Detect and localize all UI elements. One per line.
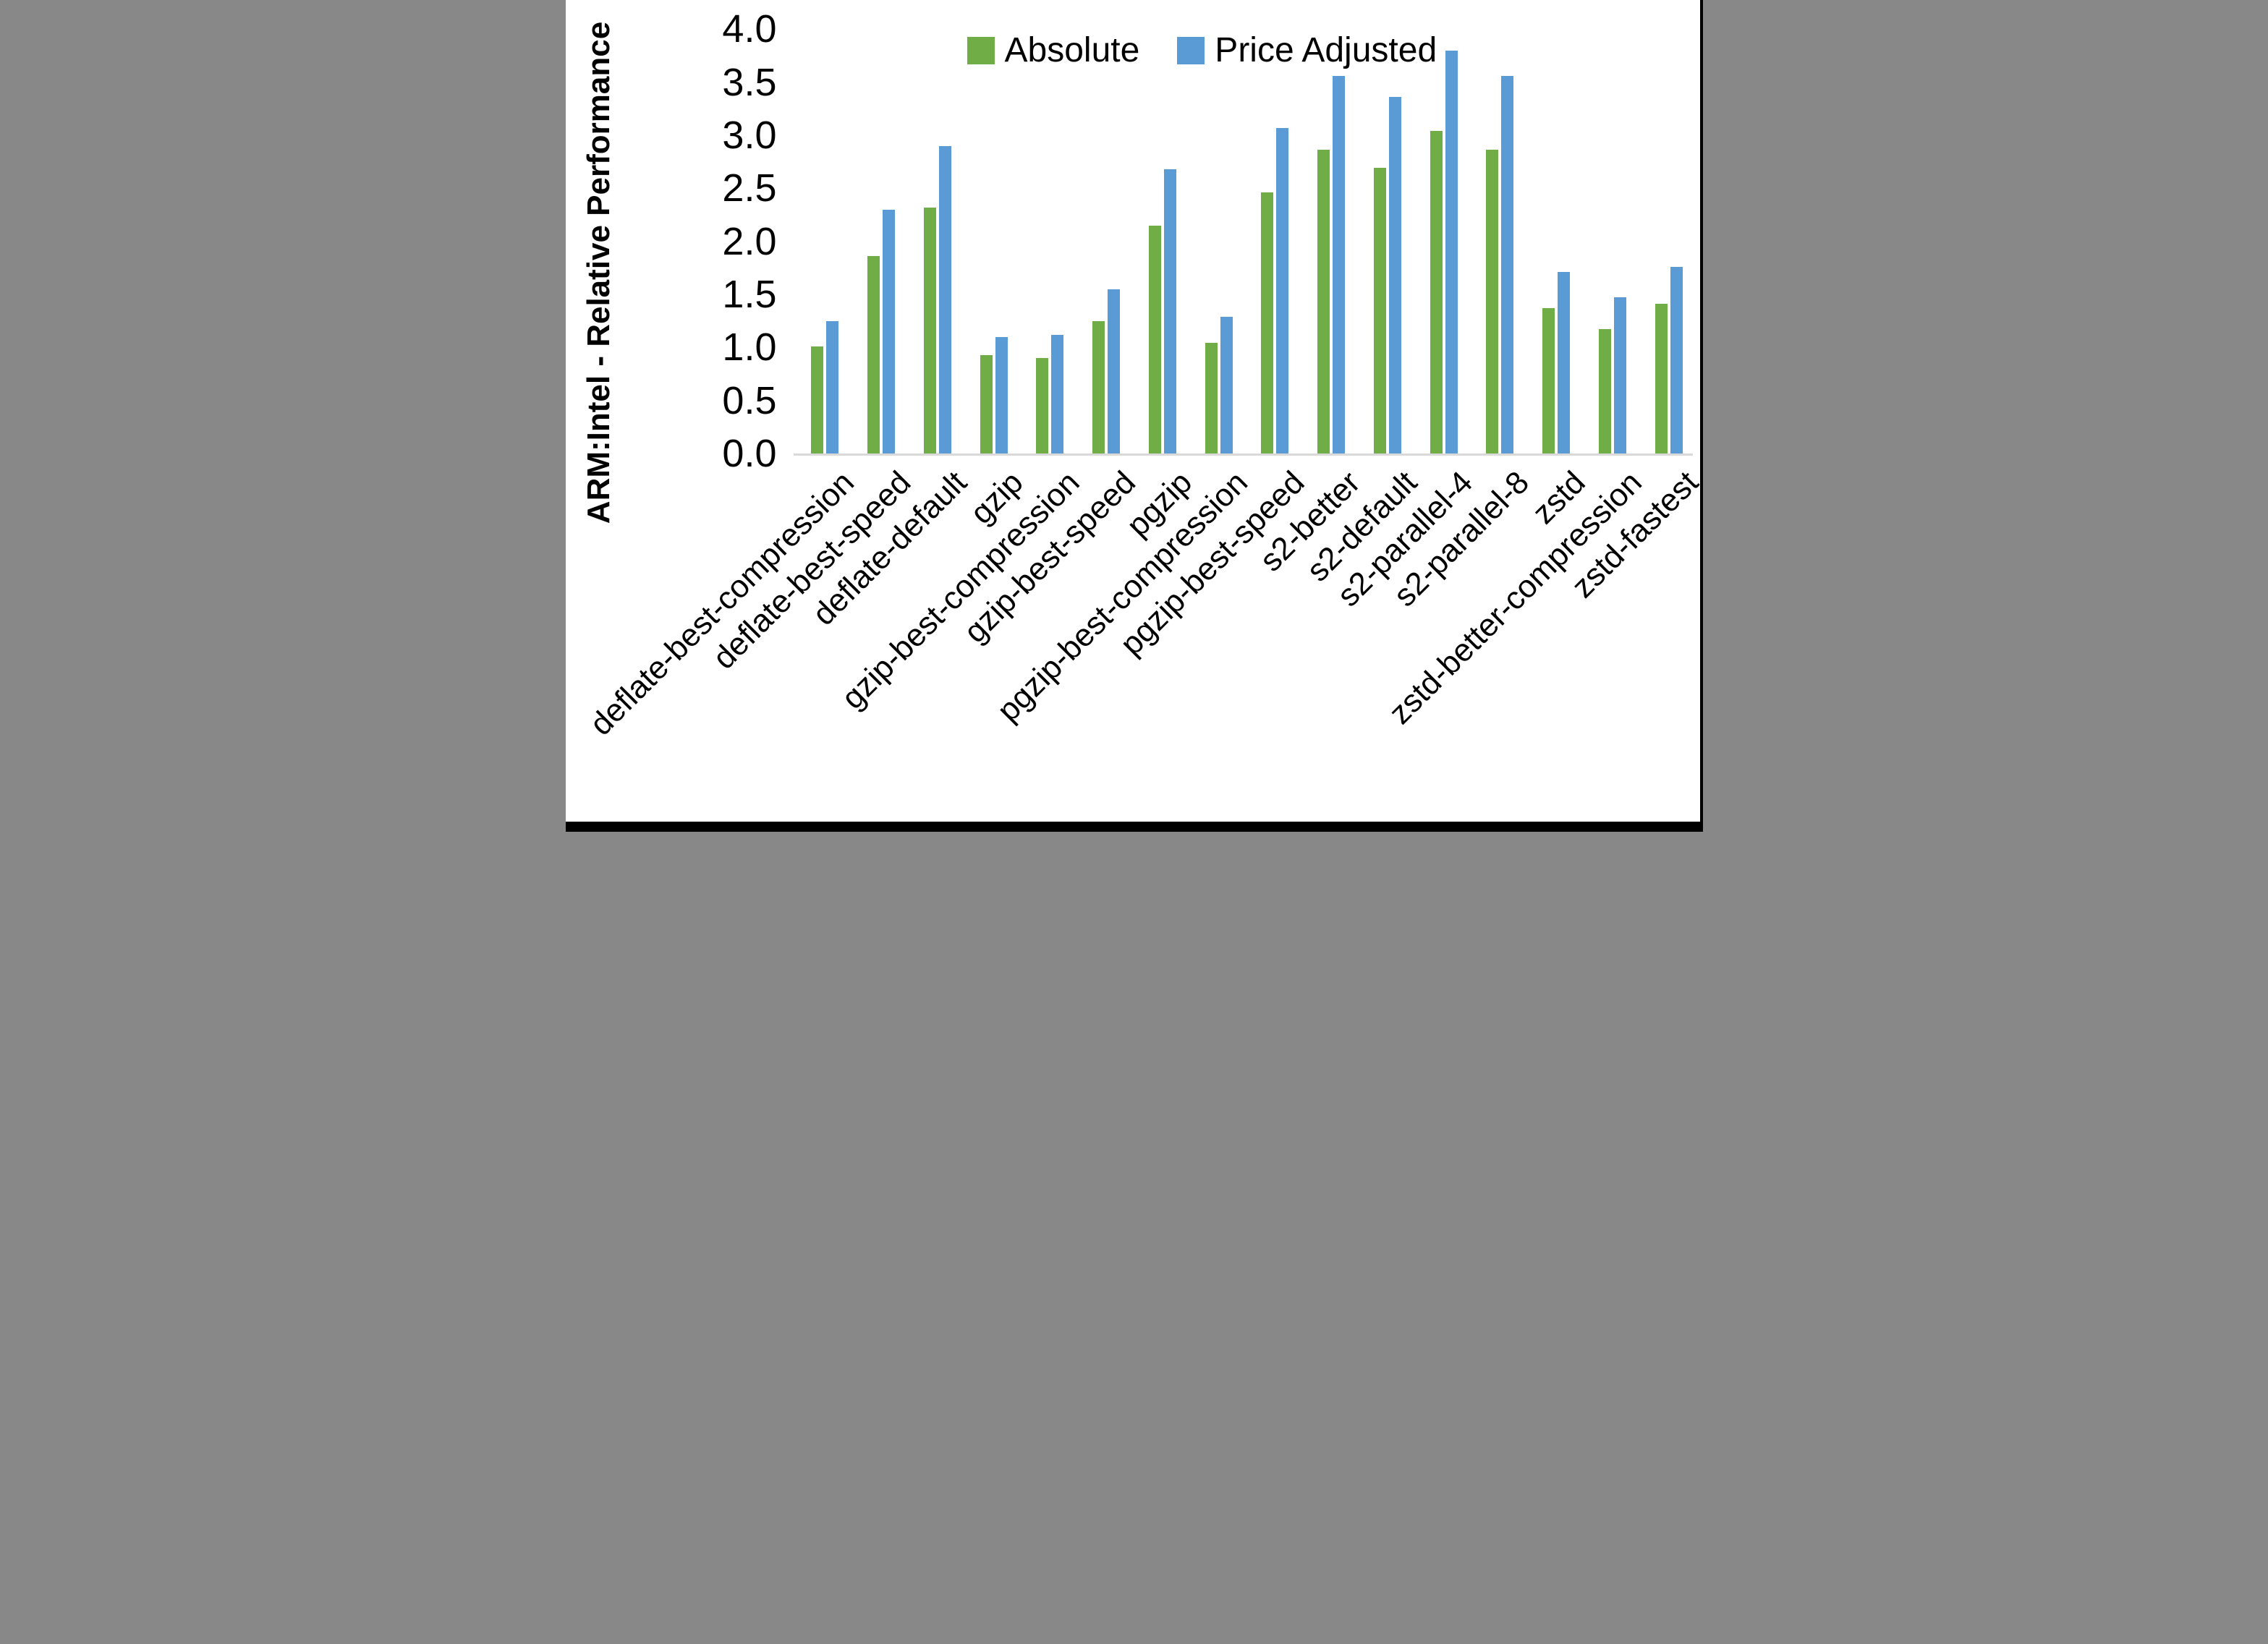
y-tick-label: 0.5 [722,378,777,422]
bar-price-adjusted-deflate-best-speed [883,209,895,453]
bar-absolute-s2-parallel-8 [1486,150,1499,453]
bar-absolute-s2-default [1373,168,1386,453]
bar-absolute-gzip-best-speed [1092,320,1105,453]
bar-absolute-deflate-default [923,207,936,453]
bar-price-adjusted-pgzip [1163,169,1176,453]
y-tick-label: 1.5 [722,272,777,316]
bar-absolute-pgzip [1148,225,1161,453]
y-tick-label: 3.0 [722,113,777,157]
bar-absolute-s2-parallel-4 [1430,131,1443,453]
y-tick-label: 2.5 [722,166,777,210]
bar-absolute-zstd-fastest [1655,304,1668,453]
y-tick-label: 4.0 [722,7,777,51]
bar-absolute-gzip [980,354,993,453]
legend-swatch-price-adjusted [1177,37,1205,64]
bar-price-adjusted-s2-default [1388,97,1401,453]
bar-price-adjusted-zstd-better-compression [1613,297,1626,453]
bar-absolute-gzip-best-compression [1036,357,1049,453]
legend-item-price-adjusted: Price Adjusted [1177,33,1437,68]
legend-label-absolute: Absolute [1004,31,1140,69]
bar-absolute-zstd [1542,308,1555,453]
bar-absolute-deflate-best-speed [867,256,880,453]
bar-price-adjusted-gzip-best-speed [1108,289,1120,453]
legend-item-absolute: Absolute [967,31,1140,69]
bar-absolute-pgzip-best-compression [1205,343,1218,453]
bar-price-adjusted-zstd-fastest [1670,266,1683,453]
y-axis-title: ARM:Intel - Relative Performance [580,21,616,524]
bar-price-adjusted-s2-parallel-8 [1501,75,1514,453]
bar-price-adjusted-gzip [995,336,1008,453]
bar-absolute-deflate-best-compression [811,346,824,453]
bar-absolute-s2-better [1317,150,1330,453]
y-tick-label: 0.0 [722,432,777,475]
legend-label-price-adjusted: Price Adjusted [1215,31,1437,69]
bar-price-adjusted-s2-parallel-4 [1445,50,1458,453]
y-tick-label: 2.0 [722,219,777,263]
bar-absolute-pgzip-best-speed [1261,192,1274,453]
legend-swatch-absolute [967,37,995,64]
chart-canvas: ARM:Intel - Relative Performance 0.0 0.5 1… [565,0,1703,832]
plot-area [797,29,1698,453]
legend: Absolute Price Adjusted [967,33,1437,68]
bar-price-adjusted-s2-better [1333,75,1345,453]
bar-price-adjusted-gzip-best-compression [1051,334,1064,453]
y-tick-label: 3.5 [722,60,777,104]
bar-price-adjusted-deflate-default [938,145,951,453]
bar-absolute-zstd-better-compression [1598,329,1611,453]
bar-price-adjusted-pgzip-best-compression [1220,316,1233,453]
bar-price-adjusted-zstd [1558,272,1570,453]
x-axis-baseline [793,453,1693,456]
bar-price-adjusted-pgzip-best-speed [1276,127,1289,453]
bar-price-adjusted-deflate-best-compression [826,320,839,453]
y-tick-label: 1.0 [722,325,777,370]
